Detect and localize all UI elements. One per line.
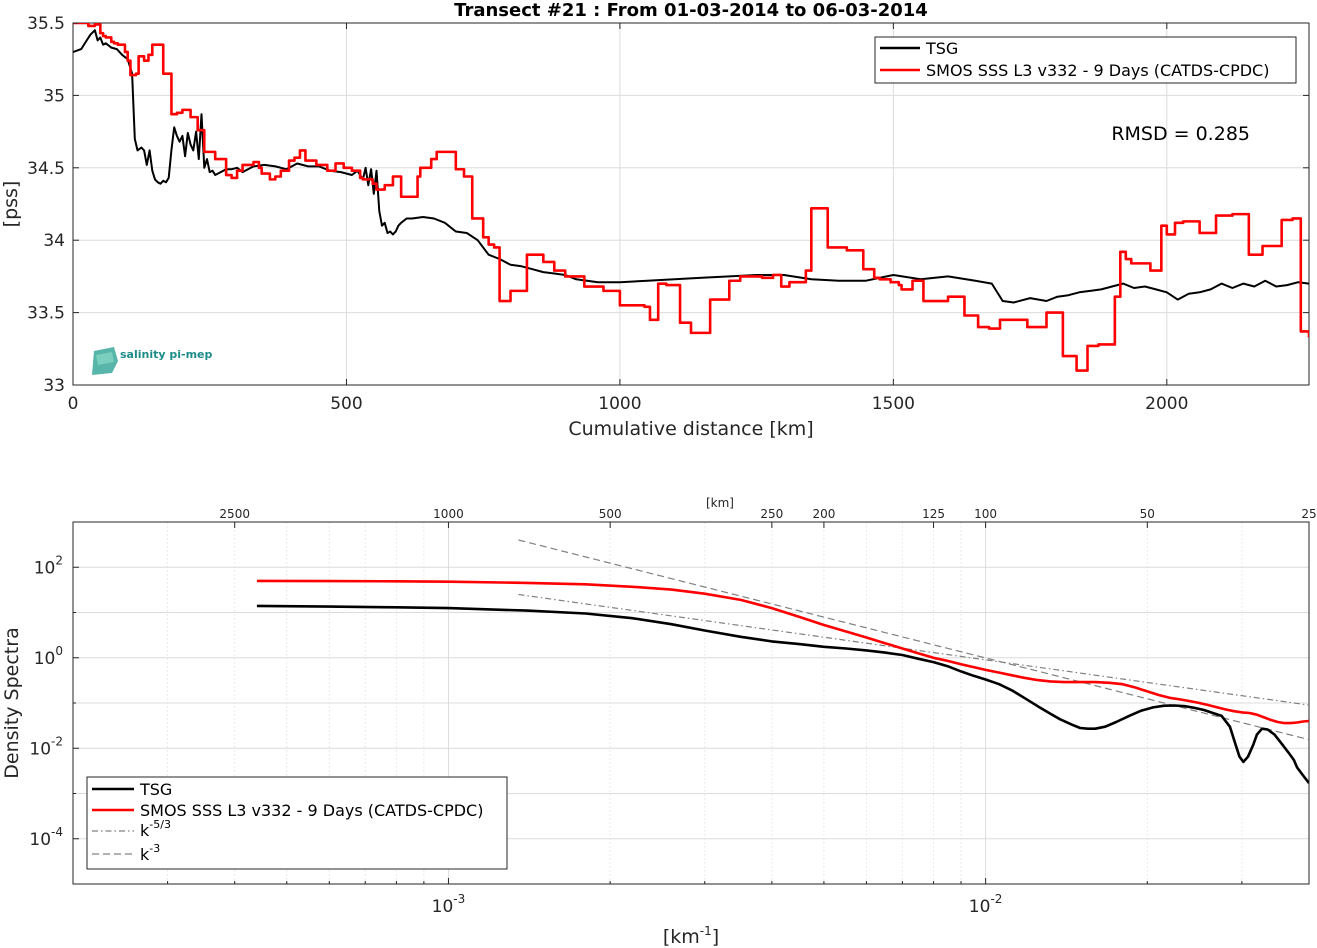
series-smos-spectrum [256,579,1309,725]
top-x-tick-label: 1500 [872,394,915,414]
top-y-tick-label: 35 [43,86,65,106]
legend2-k53-exp: -5/3 [149,818,171,831]
top-km-tick-label: 200 [812,507,835,521]
top-km-tick-label: 1000 [433,507,464,521]
y-axis-label: [pss] [0,181,22,228]
top-y-tick-label: 34.5 [27,159,65,179]
top-legend: TSG SMOS SSS L3 v332 - 9 Days (CATDS-CPD… [874,36,1297,84]
top-series-layer [73,23,1309,372]
top-km-tick-label: 100 [974,507,997,521]
top-x-tick-label: 1000 [598,394,641,414]
salinity-pi-mep-logo: salinity pi-mep [92,347,213,375]
top-km-tick-label: 500 [599,507,622,521]
bottom-y-tick-label: 10-2 [29,734,63,759]
salinity-transect-chart: Transect #21 : From 01-03-2014 to 06-03-… [0,0,1310,440]
top-y-tick-label: 33 [43,376,65,396]
bottom-series-layer [256,539,1309,784]
bottom-y-tick-label: 10-4 [29,825,63,850]
top-axis-label: [km] [706,496,734,510]
legend2-label-smos: SMOS SSS L3 v332 - 9 Days (CATDS-CPDC) [140,801,483,820]
x-axis-label: Cumulative distance [km] [568,418,813,440]
bottom-y-tick-base: 10 [34,558,56,578]
bottom-legend-box [86,776,508,870]
bottom-x-tick-exp: -2 [990,892,1002,906]
series-smos-line [73,23,1309,372]
bottom-x-tick-base: 10 [969,897,991,917]
top-x-tick-label: 500 [330,394,362,414]
chart-title: Transect #21 : From 01-03-2014 to 06-03-… [454,0,928,21]
bottom-x-tick-exp: -3 [453,892,465,906]
legend-label-smos: SMOS SSS L3 v332 - 9 Days (CATDS-CPDC) [926,61,1269,80]
top-km-tick-label: 125 [922,507,945,521]
bottom-x-tick-base: 10 [432,897,454,917]
logo-text: salinity pi-mep [120,348,213,361]
bottom-x-label-exp: -1 [700,924,712,938]
bottom-y-axis-label: Density Spectra [1,627,23,778]
legend2-k3-exp: -3 [149,842,160,855]
top-y-tick-label: 34 [43,231,65,251]
bottom-legend: TSG SMOS SSS L3 v332 - 9 Days (CATDS-CPD… [86,776,508,870]
top-km-tick-label: 250 [760,507,783,521]
top-x-tick-label: 2000 [1145,394,1188,414]
rmsd-annotation: RMSD = 0.285 [1111,123,1250,145]
bottom-y-tick-label: 100 [34,644,63,669]
bottom-x-tick-label: 10-2 [969,892,1003,917]
legend2-label-tsg: TSG [139,780,172,799]
bottom-y-tick-exp: -2 [51,734,63,748]
bottom-y-tick-exp: 2 [55,553,63,567]
top-km-tick-label: 25 [1301,507,1316,521]
bottom-y-tick-base: 10 [29,830,51,850]
bottom-y-tick-exp: -4 [51,825,63,839]
bottom-x-tick-label: 10-3 [432,892,466,917]
top-y-tick-label: 33.5 [27,304,65,324]
bottom-y-tick-exp: 0 [55,644,63,658]
bottom-x-label-base: [km [663,926,700,948]
top-km-tick-label: 50 [1140,507,1155,521]
top-x-tick-label: 0 [68,394,79,414]
bottom-x-axis-label: [km-1] [663,924,719,948]
series-tsg-spectrum [256,604,1309,784]
series-tsg-line [73,29,1309,304]
bottom-y-tick-base: 10 [34,649,56,669]
bottom-y-tick-base: 10 [29,739,51,759]
series-k3-reference [518,539,1309,741]
bottom-y-tick-label: 102 [34,553,63,578]
legend-label-tsg: TSG [925,39,958,58]
top-plot-frame [72,22,1310,386]
top-tick-layer: 0 500 1000 1500 2000 33 33.5 34 34.5 35 35.5 [27,14,1309,414]
top-km-tick-label: 2500 [219,507,250,521]
series-k53-reference [518,593,1309,706]
bottom-x-label-close: ] [712,926,719,948]
logo-wave-highlight [96,352,114,365]
top-y-tick-label: 35.5 [27,14,65,34]
top-legend-box [874,36,1297,84]
